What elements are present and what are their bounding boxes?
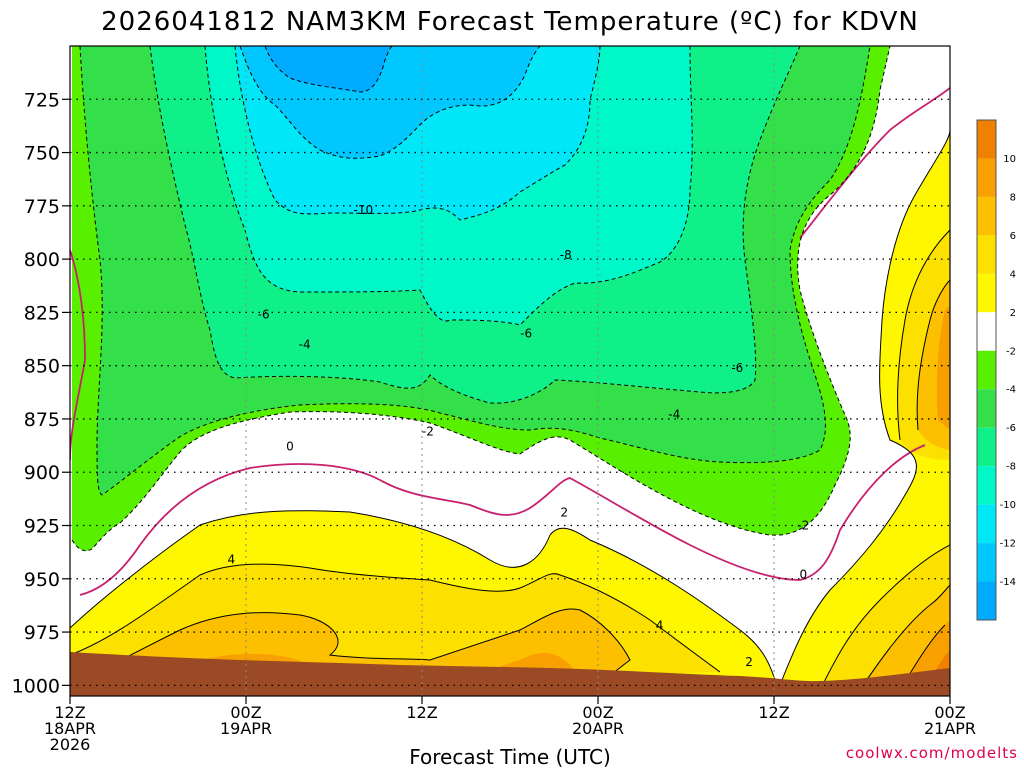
colorbar-label: -14 bbox=[1000, 577, 1016, 588]
contour-label: -2 bbox=[797, 519, 809, 533]
x-tick-label: 21APR bbox=[924, 719, 976, 738]
x-tick-label: 00Z bbox=[230, 703, 261, 722]
x-tick-label: 00Z bbox=[934, 703, 965, 722]
x-tick-label: 12Z bbox=[54, 703, 85, 722]
colorbar-label: 2 bbox=[1010, 308, 1016, 319]
y-tick-label: 800 bbox=[24, 249, 60, 271]
contour-label: -6 bbox=[731, 361, 743, 375]
colorbar-segment bbox=[977, 273, 996, 313]
x-tick-label: 00Z bbox=[582, 703, 613, 722]
contour-label: 4 bbox=[656, 619, 664, 633]
contour-label: 0 bbox=[286, 440, 294, 454]
colorbar-label: 4 bbox=[1010, 269, 1016, 280]
y-tick-label: 775 bbox=[24, 196, 60, 218]
negative-contours bbox=[71, 46, 891, 552]
x-tick-label: 18APR bbox=[44, 719, 96, 738]
credit-text: coolwx.com/modelts bbox=[846, 744, 1018, 762]
colorbar-segment bbox=[977, 581, 996, 620]
colorbar-segment bbox=[977, 312, 996, 351]
colorbar-segment bbox=[977, 427, 996, 467]
contour-label: 2 bbox=[560, 506, 568, 520]
contour-label: -6 bbox=[258, 308, 270, 322]
colorbar-label: 8 bbox=[1010, 192, 1016, 203]
band-plus8-right-upper bbox=[936, 305, 950, 430]
contour-labels: -10 -8 -6 -6 -6 -4 -4 -2 -2 0 0 2 2 4 4 bbox=[228, 203, 810, 669]
contour-label: 2 bbox=[745, 655, 753, 669]
y-tick-label: 850 bbox=[24, 356, 60, 378]
contour-label: 4 bbox=[228, 553, 236, 567]
colorbar-label: 6 bbox=[1010, 231, 1016, 242]
colorbar-label: -12 bbox=[1000, 539, 1016, 550]
colorbar-label: -6 bbox=[1006, 423, 1016, 434]
colorbar-segment bbox=[977, 120, 996, 159]
x-tick-label: 20APR bbox=[572, 719, 624, 738]
y-tick-label: 975 bbox=[24, 622, 60, 644]
contour-label: -10 bbox=[354, 203, 374, 217]
colorbar: 10 8 6 4 2 -2 -4 -6 -8 -10 -12 -14 bbox=[976, 119, 1016, 621]
colorbar-segment bbox=[977, 235, 996, 274]
y-tick-label: 900 bbox=[24, 462, 60, 484]
band-minus14 bbox=[265, 46, 392, 92]
contour-label: -6 bbox=[520, 327, 532, 341]
contour-label: -2 bbox=[422, 425, 434, 439]
contour-label: -8 bbox=[560, 248, 572, 262]
zero-isotherm bbox=[70, 249, 86, 461]
y-tick-label: 925 bbox=[24, 516, 60, 538]
colorbar-segment bbox=[977, 389, 996, 428]
x-tick-label: 12Z bbox=[406, 703, 437, 722]
band-plus2-right bbox=[778, 130, 950, 690]
y-tick-label: 750 bbox=[24, 143, 60, 165]
colorbar-segment bbox=[977, 504, 996, 544]
y-tick-label: 725 bbox=[24, 89, 60, 111]
contour-label: -4 bbox=[299, 337, 311, 351]
colorbar-label: -4 bbox=[1006, 385, 1016, 396]
y-tick-label: 1000 bbox=[12, 675, 60, 697]
plot-area bbox=[70, 46, 950, 696]
ground bbox=[70, 652, 950, 696]
colorbar-segment bbox=[977, 350, 996, 390]
y-tick-label: 875 bbox=[24, 409, 60, 431]
colorbar-segment bbox=[977, 543, 996, 582]
colorbar-label: -8 bbox=[1006, 462, 1016, 473]
x-axis-label: Forecast Time (UTC) bbox=[409, 745, 611, 768]
zero-isotherm-main bbox=[79, 444, 926, 596]
colorbar-segment bbox=[977, 158, 996, 197]
colorbar-segment bbox=[977, 196, 996, 236]
y-axis: 725 750 775 800 825 850 875 900 925 950 975 1000 bbox=[12, 89, 70, 697]
colorbar-label: 10 bbox=[1003, 154, 1016, 165]
x-tick-label: 19APR bbox=[220, 719, 272, 738]
zero-isotherm-right bbox=[799, 87, 950, 239]
contour-label: -4 bbox=[668, 408, 680, 422]
y-tick-label: 825 bbox=[24, 302, 60, 324]
x-tick-label: 2026 bbox=[50, 735, 91, 754]
colorbar-label: -10 bbox=[1000, 500, 1016, 511]
colorbar-segment bbox=[977, 466, 996, 505]
x-tick-label: 12Z bbox=[758, 703, 789, 722]
colorbar-frame bbox=[976, 119, 997, 621]
y-tick-label: 950 bbox=[24, 569, 60, 591]
plot-frame bbox=[69, 45, 951, 697]
contour-label: 0 bbox=[800, 568, 808, 582]
chart-title: 2026041812 NAM3KM Forecast Temperature (… bbox=[101, 7, 919, 37]
colorbar-label: -2 bbox=[1006, 346, 1016, 357]
